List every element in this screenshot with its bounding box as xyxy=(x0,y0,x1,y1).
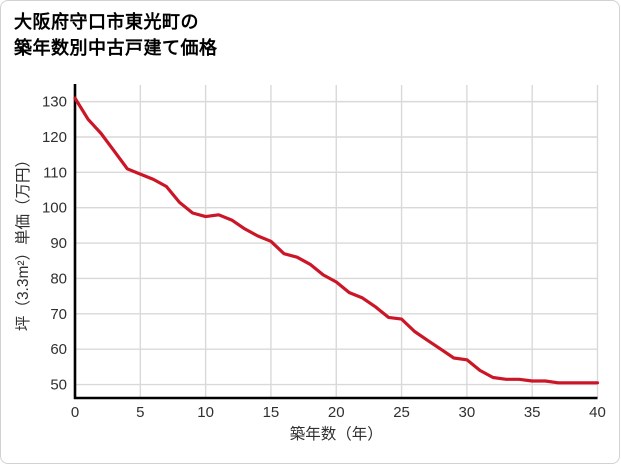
x-tick-labels: 0 5 10 15 20 25 30 35 40 xyxy=(71,404,606,421)
svg-text:40: 40 xyxy=(589,404,606,421)
gridlines xyxy=(75,85,599,398)
axes xyxy=(73,84,598,400)
chart-title-line2: 築年数別中古戸建て価格 xyxy=(14,38,218,59)
svg-text:90: 90 xyxy=(50,235,67,252)
svg-text:0: 0 xyxy=(71,404,79,421)
x-axis-label: 築年数（年） xyxy=(290,425,383,443)
y-axis-label: 坪（3.3m²）単価（万円） xyxy=(14,152,32,331)
svg-text:80: 80 xyxy=(50,270,67,287)
svg-text:15: 15 xyxy=(263,404,280,421)
y-tick-labels: 50 60 70 80 90 100 110 120 130 xyxy=(42,94,67,394)
svg-text:35: 35 xyxy=(524,404,541,421)
price-series-line xyxy=(73,96,600,385)
svg-text:10: 10 xyxy=(197,404,214,421)
svg-text:130: 130 xyxy=(42,94,67,111)
svg-text:50: 50 xyxy=(50,377,67,394)
svg-text:30: 30 xyxy=(459,404,476,421)
svg-text:60: 60 xyxy=(50,341,67,358)
svg-text:25: 25 xyxy=(393,404,410,421)
svg-text:20: 20 xyxy=(328,404,345,421)
chart-title-line1: 大阪府守口市東光町の xyxy=(14,12,199,32)
svg-text:70: 70 xyxy=(50,306,67,323)
svg-text:5: 5 xyxy=(136,404,144,421)
chart-title: 大阪府守口市東光町の 築年数別中古戸建て価格 xyxy=(14,9,218,61)
svg-text:120: 120 xyxy=(42,129,67,146)
svg-text:100: 100 xyxy=(42,200,67,217)
svg-text:110: 110 xyxy=(43,164,67,181)
